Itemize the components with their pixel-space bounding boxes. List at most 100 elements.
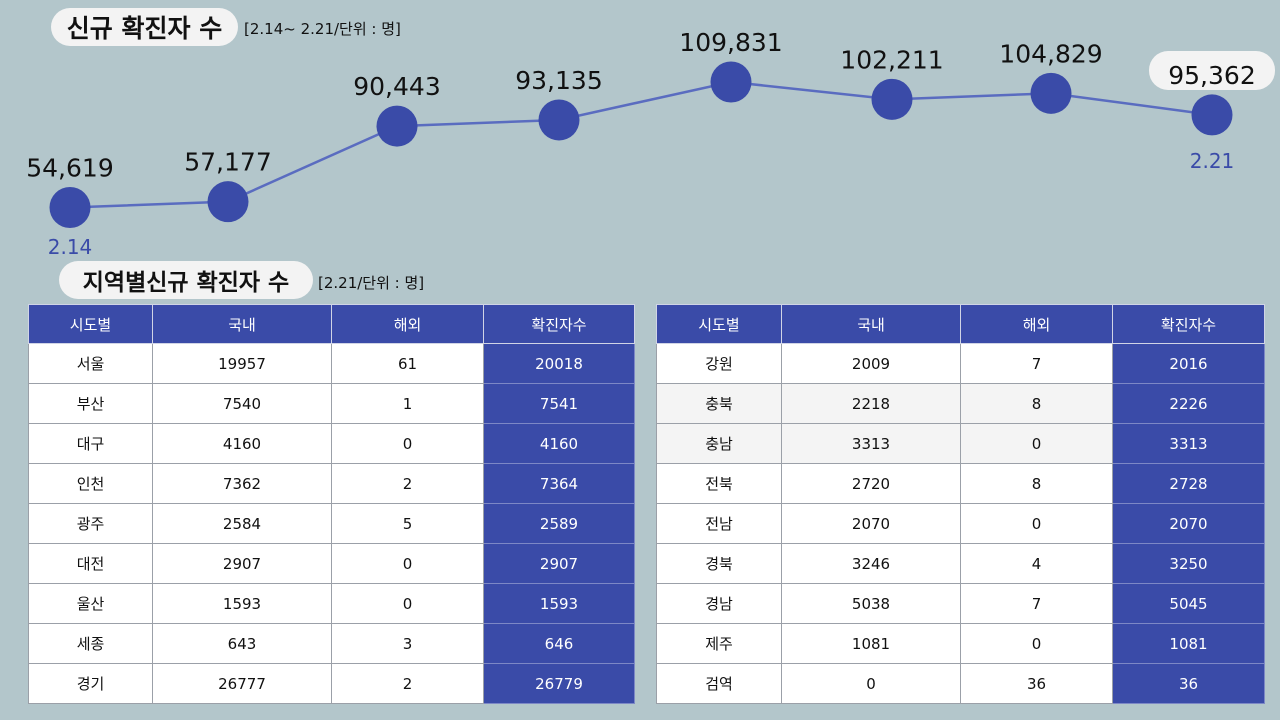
cell-region: 서울 bbox=[28, 343, 153, 384]
cell-domestic: 643 bbox=[152, 623, 332, 664]
cell-overseas: 2 bbox=[331, 463, 484, 504]
table-row: 울산 1593 0 1593 bbox=[28, 583, 635, 624]
cell-region: 대전 bbox=[28, 543, 153, 584]
cell-total: 1081 bbox=[1112, 623, 1265, 664]
table-header-row: 시도별 국내 해외 확진자수 bbox=[656, 304, 1265, 344]
cell-region: 경기 bbox=[28, 663, 153, 704]
table-header-row: 시도별 국내 해외 확진자수 bbox=[28, 304, 635, 344]
table-row: 대구 4160 0 4160 bbox=[28, 423, 635, 464]
cell-region: 검역 bbox=[656, 663, 782, 704]
series-line bbox=[69, 80, 1213, 209]
header-domestic: 국내 bbox=[152, 304, 332, 344]
cell-overseas: 61 bbox=[331, 343, 484, 384]
cell-region: 경북 bbox=[656, 543, 782, 584]
cell-region: 울산 bbox=[28, 583, 153, 624]
cell-overseas: 8 bbox=[960, 463, 1113, 504]
regional-title: 지역별신규 확진자 수 bbox=[82, 270, 290, 296]
cell-total: 2907 bbox=[483, 543, 635, 584]
data-label: 95,362 bbox=[1168, 61, 1255, 90]
cell-region: 경남 bbox=[656, 583, 782, 624]
table-row: 부산 7540 1 7541 bbox=[28, 383, 635, 424]
regional-unit-note: [2.21/단위 : 명] bbox=[318, 274, 425, 292]
table-row: 세종 643 3 646 bbox=[28, 623, 635, 664]
cell-region: 부산 bbox=[28, 383, 153, 424]
cell-total: 2728 bbox=[1112, 463, 1265, 504]
cell-region: 전남 bbox=[656, 503, 782, 544]
cell-region: 충남 bbox=[656, 423, 782, 464]
cell-overseas: 5 bbox=[331, 503, 484, 544]
chart-title-pill: 신규 확진자 수 bbox=[51, 8, 238, 46]
cell-total: 646 bbox=[483, 623, 635, 664]
cell-domestic: 5038 bbox=[781, 583, 961, 624]
data-label: 109,831 bbox=[679, 28, 782, 57]
cell-region: 세종 bbox=[28, 623, 153, 664]
table-row: 대전 2907 0 2907 bbox=[28, 543, 635, 584]
cell-total: 7541 bbox=[483, 383, 635, 424]
line-chart: 54,619 57,177 90,443 93,135 109,831 102,211 10… bbox=[26, 28, 1275, 259]
data-point bbox=[1191, 94, 1233, 136]
cell-region: 강원 bbox=[656, 343, 782, 384]
cell-overseas: 0 bbox=[960, 423, 1113, 464]
date-label-end: 2.21 bbox=[1190, 149, 1235, 173]
data-point bbox=[710, 61, 752, 103]
cell-overseas: 1 bbox=[331, 383, 484, 424]
table-row: 인천 7362 2 7364 bbox=[28, 463, 635, 504]
cell-region: 인천 bbox=[28, 463, 153, 504]
header-region: 시도별 bbox=[28, 304, 153, 344]
cell-total: 3313 bbox=[1112, 423, 1265, 464]
cell-total: 2589 bbox=[483, 503, 635, 544]
cell-overseas: 0 bbox=[331, 583, 484, 624]
data-label: 54,619 bbox=[26, 154, 113, 183]
data-label: 102,211 bbox=[840, 45, 943, 74]
cell-overseas: 7 bbox=[960, 583, 1113, 624]
cell-total: 36 bbox=[1112, 663, 1265, 704]
data-point bbox=[538, 99, 580, 141]
data-label: 57,177 bbox=[184, 148, 271, 177]
regional-title-pill: 지역별신규 확진자 수 bbox=[59, 261, 313, 299]
data-label: 93,135 bbox=[515, 66, 602, 95]
cell-overseas: 0 bbox=[960, 623, 1113, 664]
header-domestic: 국내 bbox=[781, 304, 961, 344]
cell-domestic: 0 bbox=[781, 663, 961, 704]
header-region: 시도별 bbox=[656, 304, 782, 344]
table-row: 제주 1081 0 1081 bbox=[656, 623, 1265, 664]
cell-domestic: 19957 bbox=[152, 343, 332, 384]
cell-overseas: 36 bbox=[960, 663, 1113, 704]
cell-region: 충북 bbox=[656, 383, 782, 424]
header-overseas: 해외 bbox=[331, 304, 484, 344]
cell-overseas: 2 bbox=[331, 663, 484, 704]
cell-domestic: 3246 bbox=[781, 543, 961, 584]
cell-total: 26779 bbox=[483, 663, 635, 704]
table-row: 강원 2009 7 2016 bbox=[656, 343, 1265, 384]
cell-region: 제주 bbox=[656, 623, 782, 664]
cell-region: 대구 bbox=[28, 423, 153, 464]
header-total: 확진자수 bbox=[1112, 304, 1265, 344]
cell-total: 20018 bbox=[483, 343, 635, 384]
cell-total: 4160 bbox=[483, 423, 635, 464]
cell-region: 전북 bbox=[656, 463, 782, 504]
data-point bbox=[871, 78, 913, 120]
data-point bbox=[376, 105, 418, 147]
cell-overseas: 7 bbox=[960, 343, 1113, 384]
table-row: 광주 2584 5 2589 bbox=[28, 503, 635, 544]
header-total: 확진자수 bbox=[483, 304, 635, 344]
cell-total: 7364 bbox=[483, 463, 635, 504]
table-row: 서울 19957 61 20018 bbox=[28, 343, 635, 384]
cell-total: 1593 bbox=[483, 583, 635, 624]
data-point bbox=[1030, 72, 1072, 114]
cell-domestic: 2720 bbox=[781, 463, 961, 504]
table-row: 전남 2070 0 2070 bbox=[656, 503, 1265, 544]
cell-domestic: 7362 bbox=[152, 463, 332, 504]
data-point bbox=[49, 187, 91, 228]
cell-overseas: 4 bbox=[960, 543, 1113, 584]
table-row: 충남 3313 0 3313 bbox=[656, 423, 1265, 464]
cell-domestic: 1593 bbox=[152, 583, 332, 624]
date-label-start: 2.14 bbox=[48, 235, 93, 259]
table-row: 전북 2720 8 2728 bbox=[656, 463, 1265, 504]
table-row: 경북 3246 4 3250 bbox=[656, 543, 1265, 584]
table-row: 충북 2218 8 2226 bbox=[656, 383, 1265, 424]
chart-unit-note: [2.14~ 2.21/단위 : 명] bbox=[244, 20, 401, 38]
cell-domestic: 3313 bbox=[781, 423, 961, 464]
data-label: 90,443 bbox=[353, 72, 440, 101]
table-row: 경기 26777 2 26779 bbox=[28, 663, 635, 704]
